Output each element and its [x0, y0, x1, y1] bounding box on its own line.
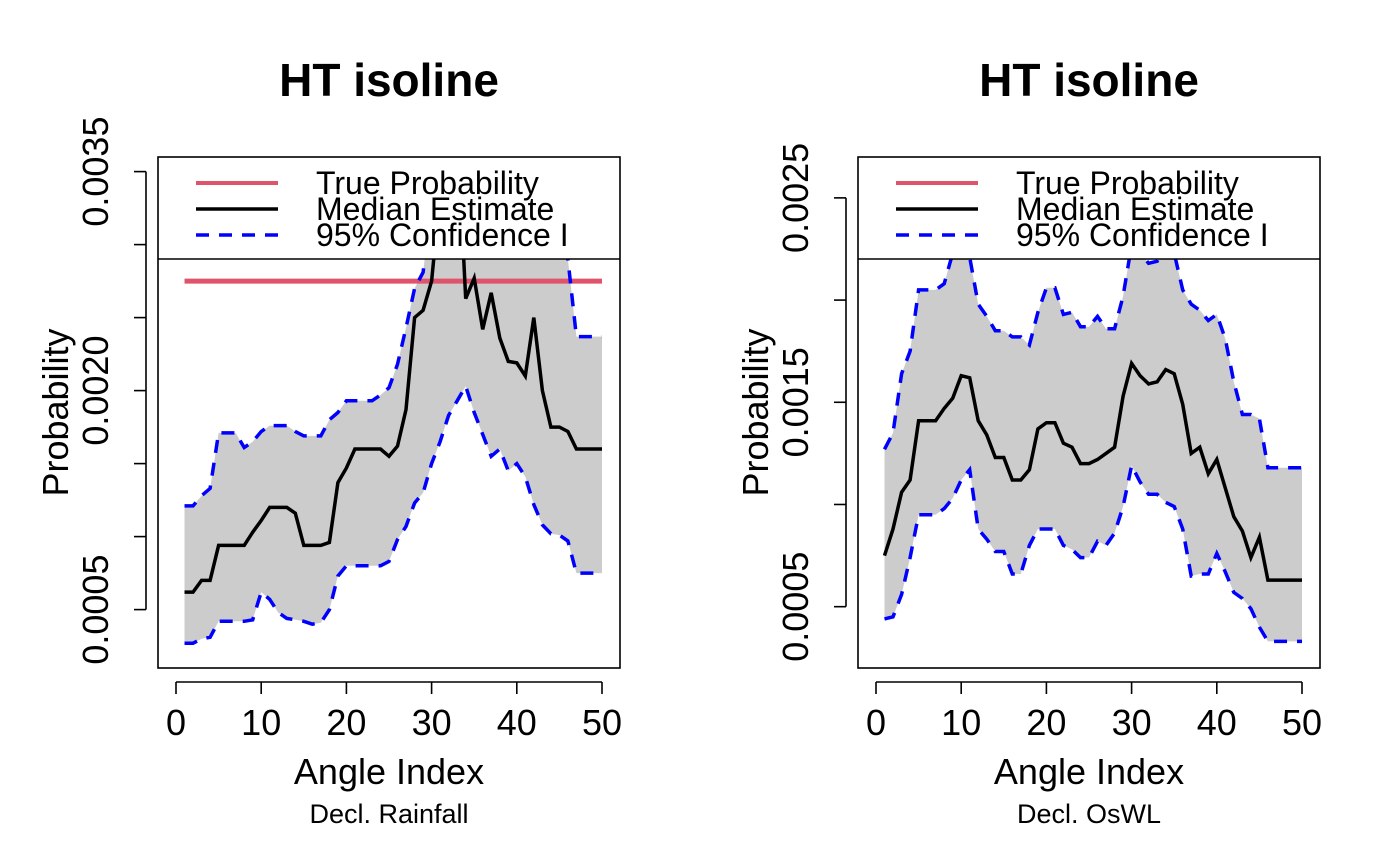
x-tick-label: 50 — [582, 702, 622, 743]
x-tick-label: 20 — [1026, 702, 1066, 743]
x-tick-label: 30 — [412, 702, 452, 743]
x-tick-label: 40 — [1197, 702, 1237, 743]
legend-label: True Probability — [1016, 165, 1239, 201]
x-tick-label: 20 — [326, 702, 366, 743]
x-tick-label: 30 — [1112, 702, 1152, 743]
legend-label: Median Estimate — [316, 191, 554, 227]
y-tick-label: 0.0005 — [75, 555, 116, 665]
y-tick-label: 0.0035 — [75, 117, 116, 227]
chart-subtitle: Decl. Rainfall — [309, 799, 468, 829]
plot-frame — [157, 156, 621, 669]
y-tick-label: 0.0020 — [75, 336, 116, 446]
y-axis-label: Probability — [35, 328, 76, 496]
x-tick-label: 50 — [1282, 702, 1322, 743]
plot-frame — [857, 156, 1321, 669]
chart-title: HT isoline — [979, 54, 1199, 106]
legend-label: Median Estimate — [1016, 191, 1254, 227]
legend-label: 95% Confidence I — [316, 217, 569, 253]
x-tick-label: 10 — [941, 702, 981, 743]
median-estimate-line — [882, 359, 1302, 582]
median-estimate-line — [184, 259, 602, 594]
y-axis-label: Probability — [735, 328, 776, 496]
x-tick-label: 0 — [866, 702, 886, 743]
y-tick-label: 0.0015 — [775, 347, 816, 457]
chart-title: HT isoline — [279, 54, 499, 106]
x-axis-label: Angle Index — [294, 751, 484, 792]
ci-lower-line — [184, 381, 602, 645]
y-tick-label: 0.0025 — [775, 143, 816, 253]
confidence-band — [884, 259, 1302, 642]
y-tick-label: 0.0005 — [775, 552, 816, 662]
x-axis-label: Angle Index — [994, 751, 1184, 792]
x-tick-label: 10 — [241, 702, 281, 743]
x-tick-label: 40 — [497, 702, 537, 743]
legend-label: 95% Confidence I — [1016, 217, 1269, 253]
data-layer — [882, 259, 1302, 644]
data-layer — [184, 259, 602, 645]
ci-upper-line — [882, 259, 1302, 470]
legend-label: True Probability — [316, 165, 539, 201]
x-tick-label: 0 — [166, 702, 186, 743]
ci-lower-line — [884, 460, 1302, 644]
chart-subtitle: Decl. OsWL — [1017, 799, 1161, 829]
